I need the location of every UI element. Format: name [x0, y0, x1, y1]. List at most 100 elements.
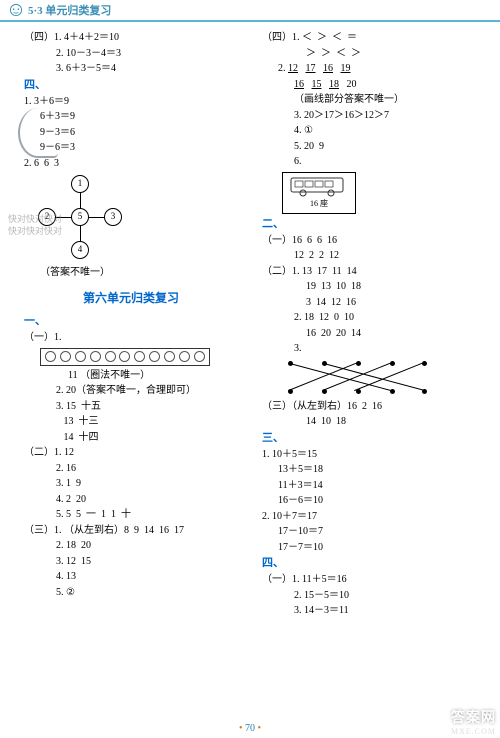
r-s4-l2: ＞ ＞ ＜ ＞ [262, 46, 482, 62]
r-s4-label: （四）1. ＜ ＞ ＜ ＝ [262, 30, 482, 46]
san-l2: 13＋5＝18 [262, 462, 482, 478]
e2-l6: 3. [262, 341, 482, 357]
si2-l3: 3. 14－3＝11 [262, 603, 482, 619]
bus-label: 16 座 [310, 198, 328, 210]
section-4-1-3: 3. 6＋3－5＝4 [24, 61, 238, 77]
faint-watermark-2: 快对快对快对 [8, 224, 62, 237]
bus-box: 16 座 [282, 172, 356, 214]
section-san-label: 三、 [262, 430, 482, 447]
y3-l5: 5. ② [24, 585, 238, 601]
diagram-node-5: 5 [71, 208, 89, 226]
section-4-1-2: 2. 10－3－4＝3 [24, 46, 238, 62]
y1-label: （一）1. [24, 330, 238, 346]
r2-l3: 3. 20＞17＞16＞12＞7 [262, 108, 482, 124]
p1-l1: 1. 3＋6＝9 [24, 94, 238, 110]
si2-label: （一）1. 11＋5＝16 [262, 572, 482, 588]
footer-dot-icon: • [239, 723, 243, 734]
e3-label: （三）（从左到右）16 2 16 [262, 399, 482, 415]
page-footer: • 70 • [0, 723, 500, 734]
r2-l6: 6. [262, 154, 482, 170]
e2-l5: 16 20 20 14 [262, 326, 482, 342]
right-column: （四）1. ＜ ＞ ＜ ＝ ＞ ＞ ＜ ＞ 2. 12 17 16 19 16 … [250, 30, 500, 716]
watermark-top: 答案网 [451, 707, 496, 727]
circle-icon [60, 351, 71, 362]
note-1: （答案不唯一） [24, 265, 238, 281]
r2-l4: 4. ① [262, 123, 482, 139]
seq-c: 16 [323, 63, 333, 74]
diagram-node-3: 3 [104, 208, 122, 226]
e3-l2: 14 10 18 [262, 414, 482, 430]
y2-l2: 2. 16 [24, 461, 238, 477]
y2-label: （二）1. 12 [24, 445, 238, 461]
r2-note: （画线部分答案不唯一） [262, 92, 482, 108]
diagram-node-1: 1 [71, 175, 89, 193]
y3-label: （三）1. （从左到右）8 9 14 16 17 [24, 523, 238, 539]
header-title: 5·3 单元归类复习 [28, 2, 111, 18]
section-er-label: 二、 [262, 216, 482, 233]
strike-row-1: 2. 12 17 16 19 [278, 61, 482, 77]
san-l1: 1. 10＋5＝15 [262, 447, 482, 463]
page-number: 70 [245, 723, 255, 734]
circle-icon [164, 351, 175, 362]
unit-6-title: 第六单元归类复习 [24, 289, 238, 308]
corner-watermark: 答案网 MXE.COM [451, 707, 496, 736]
seq-g: 18 [329, 79, 339, 90]
watermark-bottom: MXE.COM [451, 727, 496, 736]
r2-l5: 5. 20 9 [262, 139, 482, 155]
r2-l1-prefix: 2. [278, 63, 288, 74]
y1-l5: 13 十三 [24, 414, 238, 430]
seq-a: 12 [288, 63, 298, 74]
circle-icon [105, 351, 116, 362]
y2-l4: 4. 2 20 [24, 492, 238, 508]
section-yi-label: 一、 [24, 313, 238, 330]
circle-icon [134, 351, 145, 362]
y3-l4: 4. 13 [24, 569, 238, 585]
y3-l2: 2. 18 20 [24, 538, 238, 554]
circle-icon [149, 351, 160, 362]
seq-h: 20 [347, 79, 357, 90]
e2-l3: 3 14 12 16 [262, 295, 482, 311]
strike-row-2: 16 15 18 20 [294, 77, 482, 93]
page-header: 5·3 单元归类复习 [0, 0, 500, 22]
circle-icon [90, 351, 101, 362]
bus-icon [289, 174, 349, 198]
seq-d: 19 [341, 63, 351, 74]
y2-l3: 3. 1 9 [24, 476, 238, 492]
section-si2-label: 四、 [262, 555, 482, 572]
circle-icon [75, 351, 86, 362]
mascot-icon [8, 2, 24, 18]
y2-l5: 5. 5 5 一 1 1 十 [24, 507, 238, 523]
content-area: （四）1. 4＋4＋2＝10 2. 10－3－4＝3 3. 6＋3－5＝4 四、… [0, 22, 500, 716]
e1-l2: 12 2 2 12 [262, 248, 482, 264]
pencil-annotation [18, 108, 58, 158]
seq-f: 15 [312, 79, 322, 90]
y1-l3: 2. 20（答案不唯一，合理即可） [24, 383, 238, 399]
circle-icon [119, 351, 130, 362]
y3-l3: 3. 12 15 [24, 554, 238, 570]
diagram-node-4: 4 [71, 241, 89, 259]
seq-b: 17 [306, 63, 316, 74]
p2-label: 2. 6 6 3 [24, 156, 238, 172]
san-l3: 11＋3＝14 [262, 478, 482, 494]
circle-icon [194, 351, 205, 362]
seq-e: 16 [294, 79, 304, 90]
y1-l6: 14 十四 [24, 430, 238, 446]
san-l6: 17－10＝7 [262, 524, 482, 540]
e2-l2: 19 13 10 18 [262, 279, 482, 295]
circle-icon [45, 351, 56, 362]
y1-l4: 3. 15 十五 [24, 399, 238, 415]
e1-label: （一）16 6 6 16 [262, 233, 482, 249]
e2-l4: 2. 18 12 0 10 [262, 310, 482, 326]
circle-icon [179, 351, 190, 362]
section-si-label: 四、 [24, 77, 238, 94]
y1-l2: 11 （圈法不唯一） [24, 368, 238, 384]
san-l5: 2. 10＋7＝17 [262, 509, 482, 525]
section-4-1-1: （四）1. 4＋4＋2＝10 [24, 30, 238, 46]
matching-diagram [282, 359, 432, 397]
san-l4: 16－6＝10 [262, 493, 482, 509]
e2-label: （二）1. 13 17 11 14 [262, 264, 482, 280]
footer-dot-icon: • [258, 723, 262, 734]
circle-row [40, 348, 210, 366]
si2-l2: 2. 15－5＝10 [262, 588, 482, 604]
san-l7: 17－7＝10 [262, 540, 482, 556]
